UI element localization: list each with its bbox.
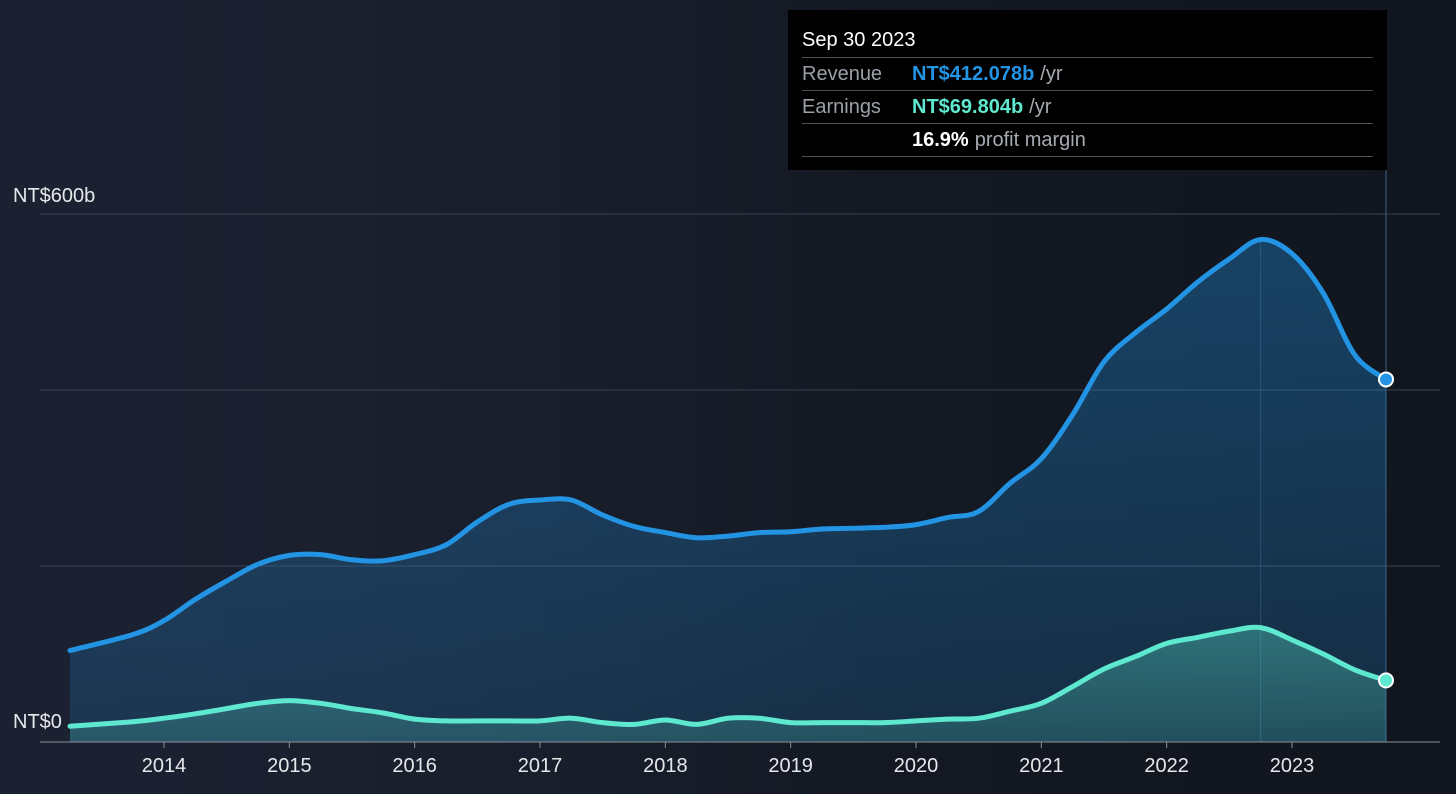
tooltip-earnings-label: Earnings bbox=[802, 95, 881, 118]
series-areas bbox=[70, 239, 1386, 743]
revenue-line bbox=[67, 236, 1389, 653]
tooltip-date: Sep 30 2023 bbox=[802, 29, 916, 51]
x-tick-label-2021: 2021 bbox=[1019, 755, 1064, 777]
x-tick-label-2019: 2019 bbox=[768, 755, 813, 777]
tooltip-revenue-unit: /yr bbox=[1040, 62, 1063, 85]
x-tick-label-2018: 2018 bbox=[643, 755, 688, 777]
x-tick-label-2020: 2020 bbox=[894, 755, 939, 777]
revenue-end-point bbox=[1378, 371, 1394, 388]
x-tick-label-2017: 2017 bbox=[518, 755, 563, 777]
x-axis: 2014 2015 2016 2017 2018 2019 2020 2021 2022 2023 bbox=[40, 741, 1440, 777]
tooltip-earnings-row: Earnings NT$69.804b /yr bbox=[802, 90, 1373, 123]
earnings-line bbox=[67, 624, 1389, 729]
series-end-markers bbox=[1378, 371, 1394, 689]
data-tooltip: Sep 30 2023 Revenue NT$412.078b /yr Earn… bbox=[788, 10, 1387, 170]
x-tick-label-2015: 2015 bbox=[267, 755, 312, 777]
y-tick-label: NT$0 bbox=[13, 711, 62, 733]
earnings-end-point bbox=[1378, 672, 1394, 689]
earnings-area bbox=[70, 627, 1386, 742]
x-tick-label-2016: 2016 bbox=[392, 755, 437, 777]
tooltip-margin-label: profit margin bbox=[974, 128, 1086, 151]
tooltip-earnings-value: NT$69.804b bbox=[912, 95, 1024, 118]
tooltip-earnings-unit: /yr bbox=[1029, 95, 1052, 118]
x-tick-label-2022: 2022 bbox=[1144, 755, 1189, 777]
series-lines bbox=[67, 236, 1389, 729]
revenue-area bbox=[70, 239, 1386, 743]
tooltip-revenue-row: Revenue NT$412.078b /yr bbox=[802, 57, 1373, 90]
tooltip-margin-row: 16.9% profit margin bbox=[802, 123, 1373, 157]
tooltip-margin-value: 16.9% bbox=[912, 128, 969, 151]
y-tick-label: NT$600b bbox=[13, 185, 95, 207]
y-axis-labels: NT$600b NT$0 bbox=[13, 185, 95, 733]
x-tick-label-2014: 2014 bbox=[142, 755, 187, 777]
tooltip-revenue-value: NT$412.078b bbox=[912, 62, 1035, 85]
tooltip-revenue-label: Revenue bbox=[802, 62, 883, 85]
x-tick-label-2023: 2023 bbox=[1270, 755, 1315, 777]
